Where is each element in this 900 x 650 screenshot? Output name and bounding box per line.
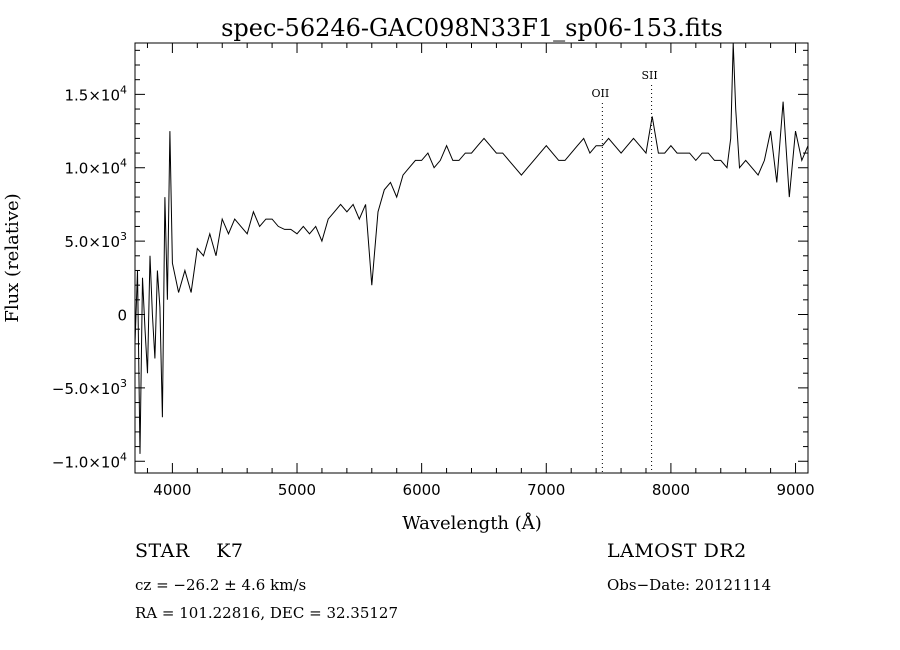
- y-tick-label: 5.0×103: [64, 230, 127, 251]
- spectral-line-label: SII: [641, 69, 657, 82]
- y-tick-label: 0: [117, 307, 127, 325]
- x-tick-label: 8000: [652, 481, 690, 499]
- class-label: STAR: [135, 540, 190, 562]
- x-tick-label: 4000: [153, 481, 191, 499]
- spectrum-chart: spec-56246-GAC098N33F1_sp06-153.fits 400…: [2, 14, 815, 534]
- x-axis-label: Wavelength (Å): [402, 512, 542, 534]
- subclass-label: K7: [216, 540, 244, 562]
- y-tick-label: −1.0×104: [52, 450, 127, 471]
- y-tick-label: 1.5×104: [64, 83, 127, 104]
- object-class: STAR K7: [135, 540, 244, 562]
- y-axis: −1.0×104 −5.0×103 0 5.0×103 1.0×104 1.5×104: [52, 49, 808, 471]
- x-tick-label: 7000: [527, 481, 565, 499]
- spectral-line-label: OII: [592, 87, 610, 100]
- obs-date: Obs−Date: 20121114: [607, 576, 772, 594]
- spectrum-line: [134, 42, 809, 454]
- spectral-line-markers: OII SII: [592, 69, 658, 473]
- cz-value: cz = −26.2 ± 4.6 km/s: [135, 576, 307, 594]
- x-tick-label: 5000: [278, 481, 316, 499]
- plot-frame: [134, 42, 809, 474]
- survey-label: LAMOST DR2: [607, 540, 747, 562]
- y-tick-label: −5.0×103: [52, 377, 127, 398]
- ra-dec-value: RA = 101.22816, DEC = 32.35127: [135, 604, 399, 622]
- chart-title: spec-56246-GAC098N33F1_sp06-153.fits: [221, 14, 723, 42]
- y-axis-label: Flux (relative): [2, 193, 23, 322]
- x-axis: 4000 5000 6000 7000 8000 9000: [146, 43, 815, 499]
- y-tick-label: 1.0×104: [64, 157, 127, 178]
- x-tick-label: 6000: [403, 481, 441, 499]
- x-tick-label: 9000: [776, 481, 814, 499]
